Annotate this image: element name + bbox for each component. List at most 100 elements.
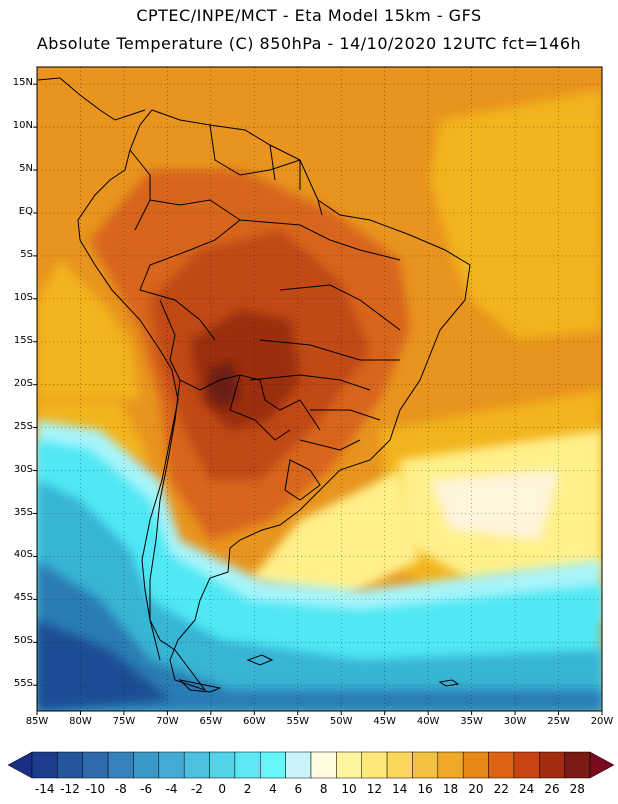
colorbar-tick-label: 16 <box>417 782 433 796</box>
coastline-falklands <box>246 654 274 666</box>
field-atlantic-white <box>430 470 560 540</box>
coastline-islands-east <box>438 679 460 687</box>
colorbar-tick-label: 26 <box>544 782 560 796</box>
lat-label: EQ <box>18 205 33 217</box>
map-frame <box>36 66 603 712</box>
coastline-central-america <box>37 77 146 121</box>
lat-label: 5N <box>19 163 33 175</box>
graticule <box>37 67 602 711</box>
colorbar-tick-label: 18 <box>442 782 459 796</box>
lat-label: 25S <box>13 420 33 432</box>
colorbar-tick-label: 20 <box>468 782 484 796</box>
colorbar-overflow-arrow <box>589 751 615 779</box>
border-argentina-chile <box>149 379 181 661</box>
colorbar-tick-label: 22 <box>493 782 509 796</box>
lat-label: 35S <box>13 506 33 518</box>
coastline-south-america <box>77 109 471 691</box>
colorbar-swatch <box>386 751 413 779</box>
colorbar-tick-label: 4 <box>269 782 277 796</box>
lat-label: 15S <box>13 334 33 346</box>
lon-label: 45W <box>373 716 396 727</box>
border-paraguay <box>229 374 291 441</box>
colorbar-tick-label: -14 <box>34 782 55 796</box>
colorbar-tick-label: 14 <box>392 782 408 796</box>
axis-ticks <box>33 83 603 715</box>
colorbar-swatch <box>412 751 439 779</box>
field-southern-navy <box>37 620 170 711</box>
colorbar-tick-label: 12 <box>366 782 383 796</box>
colorbar-tick-label: -10 <box>85 782 106 796</box>
lat-label: 30S <box>13 463 33 475</box>
field-ocean-18 <box>430 90 602 340</box>
lat-label: 50S <box>13 635 33 647</box>
lon-label: 85W <box>25 716 49 727</box>
lat-label: 55S <box>13 678 33 690</box>
border-brazil-west <box>139 199 241 341</box>
colorbar <box>7 751 615 779</box>
lon-label: 25W <box>547 716 570 727</box>
colorbar-tick-label: 24 <box>518 782 535 796</box>
lon-label: 20W <box>590 716 614 727</box>
colorbar-swatch <box>158 751 185 779</box>
colorbar-tick-label: 2 <box>243 782 252 796</box>
colorbar-swatch <box>260 751 286 779</box>
lon-label: 70W <box>156 716 179 727</box>
lon-label: 75W <box>112 716 136 727</box>
colorbar-swatch <box>183 751 210 779</box>
colorbar-swatch <box>310 751 337 779</box>
lat-label: 10N <box>12 120 33 132</box>
lat-label: 45S <box>13 592 33 604</box>
colorbar-tick-label: -2 <box>190 782 203 796</box>
colorbar-tick-label: 28 <box>569 782 585 796</box>
colorbar-swatch <box>361 751 388 779</box>
lat-label: 40S <box>13 549 33 561</box>
lon-label: 30W <box>503 716 527 727</box>
border-uruguay <box>284 459 321 501</box>
field-river-plate-yellow <box>250 470 420 600</box>
colorbar-swatch <box>285 751 312 779</box>
colorbar-swatch <box>336 751 362 779</box>
colorbar-swatch <box>133 751 160 779</box>
border-venezuela <box>209 124 301 176</box>
colorbar-swatch <box>234 751 261 779</box>
colorbar-swatch <box>488 751 515 779</box>
map-title: CPTEC/INPE/MCT - Eta Model 15km - GFS <box>136 6 482 25</box>
colorbar-tick-label: -12 <box>60 782 80 796</box>
colorbar-tick-label: 6 <box>294 782 303 796</box>
colorbar-tick-label: -4 <box>165 782 178 796</box>
colorbar-tick-label: 0 <box>218 782 227 796</box>
lat-label: 15N <box>12 77 33 89</box>
colorbar-swatch <box>82 751 109 779</box>
lon-label: 80W <box>69 716 92 727</box>
border-peru-bolivia <box>159 299 321 431</box>
border-brazil-states <box>239 219 401 451</box>
field-southern-blue <box>37 480 602 711</box>
map-subtitle: Absolute Temperature (C) 850hPa - 14/10/… <box>36 34 582 53</box>
coastlines <box>37 77 471 693</box>
lon-label: 60W <box>242 716 266 727</box>
colorbar-tick-label: -6 <box>140 782 153 796</box>
colorbar-swatch <box>564 751 591 779</box>
colorbar-swatch <box>57 751 83 779</box>
colorbar-swatch <box>107 751 134 779</box>
colorbar-swatch <box>462 751 489 779</box>
field-continent-28 <box>208 362 240 410</box>
colorbar-underflow-arrow <box>7 751 33 779</box>
colorbar-tick-label: 10 <box>341 782 357 796</box>
lon-label: 35W <box>460 716 483 727</box>
colorbar-tick-label: -8 <box>114 782 127 796</box>
border-colombia <box>129 149 151 231</box>
colorbar-swatch <box>209 751 236 779</box>
colorbar-swatch <box>513 751 540 779</box>
field-southern-dark-blue <box>37 560 602 711</box>
coastline-tierra-del-fuego <box>178 679 222 693</box>
lon-label: 40W <box>416 716 440 727</box>
lat-label: 20S <box>13 377 33 389</box>
temperature-field <box>37 90 602 711</box>
colorbar-swatch <box>31 751 58 779</box>
field-ocean-south-18 <box>37 260 140 400</box>
lon-label: 65W <box>199 716 223 727</box>
border-guianas <box>269 144 323 216</box>
colorbar-swatch <box>539 751 565 779</box>
